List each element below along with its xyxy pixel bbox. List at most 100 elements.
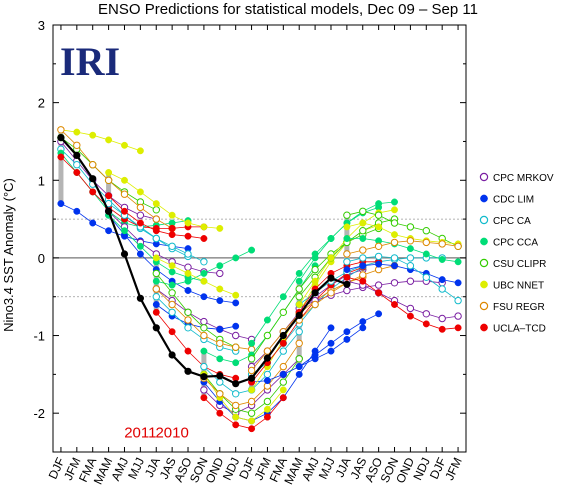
forecast-point [374,281,383,289]
forecast-point [359,318,367,326]
observed-point [89,175,97,183]
forecast-point [73,161,81,169]
forecast-point [263,405,271,413]
observed-point [327,274,335,282]
legend-label: CPC MRKOV [493,173,554,184]
forecast-point [216,339,224,347]
forecast-point [152,254,160,262]
legend-label: CPC CCA [493,238,538,249]
forecast-point [136,250,144,258]
forecast-point [438,256,446,263]
forecast-point [295,355,303,363]
forecast-point [295,277,303,285]
forecast-point [327,289,335,297]
forecast-point [73,169,81,176]
forecast-point [216,285,224,293]
forecast-point [343,211,351,219]
forecast-point [136,203,145,212]
forecast-point [295,301,303,308]
forecast-point [375,289,383,297]
forecast-point [184,287,192,294]
legend-marker [480,280,488,289]
forecast-point [359,271,367,279]
forecast-point [263,370,272,379]
forecast-point [359,227,367,235]
forecast-point [406,312,414,320]
forecast-point [152,308,160,316]
forecast-point [406,277,415,285]
forecast-point [120,190,129,198]
forecast-point [374,252,383,261]
forecast-point [152,301,160,308]
forecast-point [200,293,208,301]
forecast-point [168,281,176,289]
observed-point [295,311,303,319]
forecast-point [168,308,176,316]
forecast-point [152,277,160,285]
observed-point [279,331,287,340]
forecast-point [247,397,256,406]
forecast-point [73,207,81,215]
forecast-point [121,141,128,149]
observed-point [248,374,256,382]
observed-point [105,207,113,215]
forecast-point [359,246,367,254]
forecast-point [73,128,81,136]
legend-label: CPC CA [493,216,531,227]
forecast-point [327,339,335,347]
forecast-point [216,325,224,333]
forecast-point [247,409,256,417]
observed-point [343,280,351,288]
forecast-point [136,211,145,219]
forecast-point [343,235,351,242]
forecast-point [438,325,446,333]
observed-point [168,351,176,359]
forecast-point [406,254,415,262]
forecast-point [263,331,272,340]
forecast-point [216,409,224,417]
y-tick-label: -2 [33,406,45,421]
forecast-point [406,245,414,253]
forecast-point [216,390,224,398]
plot-area: -2-10123DJFJFMFMAMAMAMJMJJJJAJASASOSONON… [33,18,467,487]
legend-label: UCLA–TCD [493,324,546,335]
forecast-point [232,359,240,367]
forecast-point [422,227,430,235]
legend: CPC MRKOV CDC LIM CPC CA CPC CCA CSU CLIPR UB… [479,172,554,335]
forecast-point [375,310,383,318]
forecast-point [136,219,144,227]
forecast-point [438,276,446,284]
forecast-point [248,417,256,425]
forecast-point [295,293,303,301]
forecast-point [454,279,462,287]
forecast-point [57,153,65,161]
forecast-point [168,268,176,276]
forecast-point [89,131,97,139]
observed-point [57,134,65,142]
forecast-point [327,254,335,262]
forecast-point [200,347,208,355]
forecast-point [184,250,192,258]
forecast-point [406,304,415,313]
forecast-line [299,280,443,309]
observed-point [120,250,129,258]
y-axis-label: Nino3.4 SST Anomaly (°C) [1,178,16,332]
observed-point [263,354,271,362]
forecast-line [60,156,204,229]
forecast-point [248,246,256,254]
forecast-point [295,339,303,347]
forecast-point [454,324,462,332]
forecast-point [374,211,383,219]
forecast-point [279,362,287,371]
forecast-point [200,258,208,266]
forecast-point [184,277,192,285]
forecast-point [263,316,271,324]
forecast-point [121,176,128,184]
forecast-point [406,223,415,231]
observed-point [152,324,160,332]
forecast-point [232,299,240,307]
forecast-point [279,394,287,402]
forecast-point [184,219,192,227]
forecast-point [279,386,287,394]
